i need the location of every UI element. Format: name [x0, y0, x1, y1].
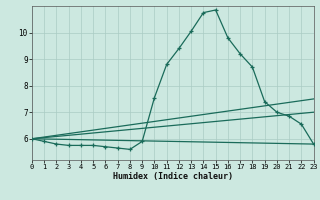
X-axis label: Humidex (Indice chaleur): Humidex (Indice chaleur): [113, 172, 233, 181]
